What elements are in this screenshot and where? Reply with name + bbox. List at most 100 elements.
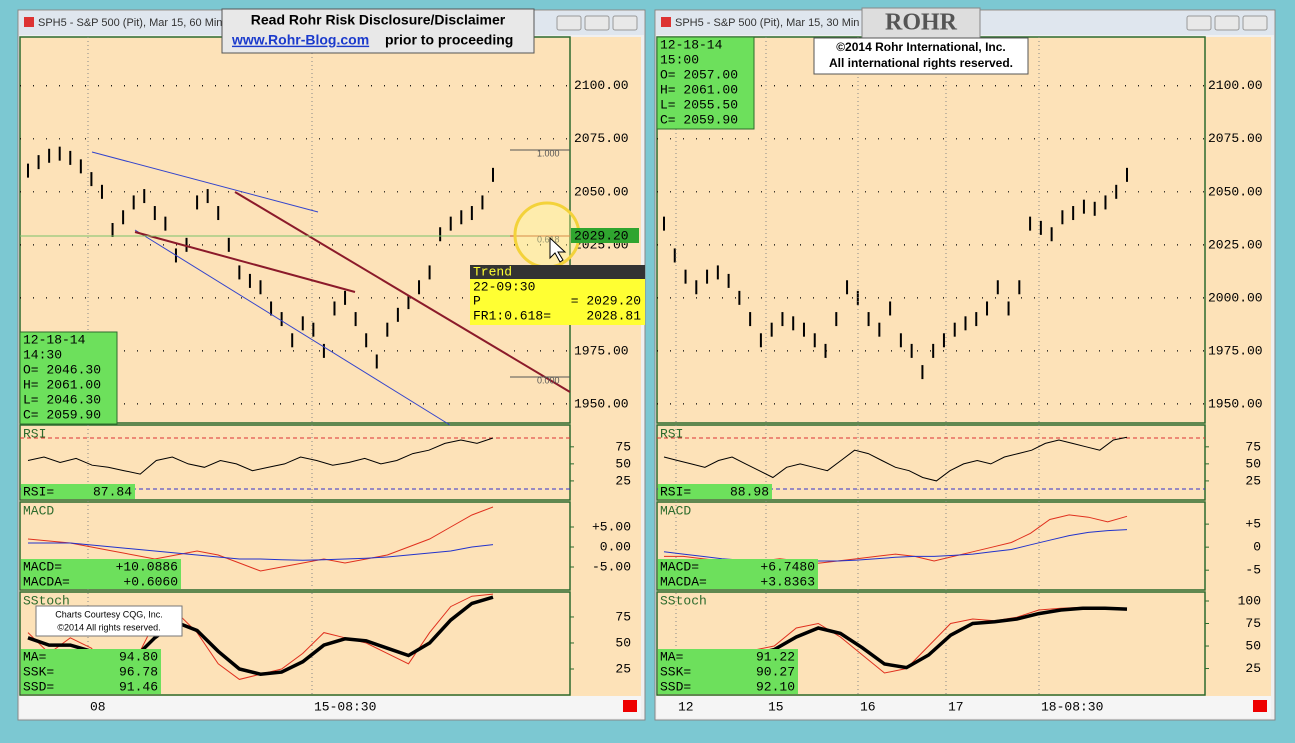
readout-box [658, 559, 818, 589]
panel-name: SStoch [23, 593, 70, 608]
window-close-button[interactable] [1242, 15, 1268, 31]
panel-border [656, 424, 1206, 501]
price-bar [196, 195, 199, 210]
price-bar [1050, 227, 1053, 242]
y-tick-label: 1950.00 [574, 396, 629, 411]
price-bar [899, 333, 902, 348]
info-line: O= 2057.00 [660, 67, 738, 82]
readout-label: RSI= [23, 484, 54, 499]
window-close-button[interactable] [612, 15, 638, 31]
chart-area [657, 37, 1271, 696]
price-bar [122, 210, 125, 225]
readout-value: +6.7480 [760, 559, 815, 574]
info-line: 15:00 [660, 52, 699, 67]
price-bar [738, 290, 741, 305]
y-tick-label: 25 [1245, 473, 1261, 488]
indicator-line [663, 436, 1128, 482]
price-bar [111, 223, 114, 237]
readout-value: 90.27 [756, 664, 795, 679]
price-bar [227, 237, 230, 252]
price-bar [460, 210, 463, 225]
price-bar [878, 322, 881, 337]
y-tick-label: 50 [1245, 638, 1261, 653]
cursor-highlight [513, 201, 581, 269]
y-tick-label: 2100.00 [1208, 78, 1263, 93]
cursor [549, 236, 567, 263]
x-tick-label: 17 [948, 699, 964, 714]
logo: ROHR [885, 10, 958, 36]
window-max-button[interactable] [1214, 15, 1240, 31]
readout-value: 91.46 [119, 679, 158, 694]
tooltip-value: 2028.81 [586, 308, 641, 323]
price-bar [932, 343, 935, 358]
window-min-button[interactable] [556, 15, 582, 31]
info-box [656, 36, 755, 130]
copyright-line: ©2014 Rohr International, Inc. [836, 40, 1006, 54]
panel-border [19, 501, 571, 591]
readout-value: 92.10 [756, 679, 795, 694]
price-bar [206, 189, 209, 204]
panel-name: MACD [660, 503, 691, 518]
window-min-button[interactable] [1186, 15, 1212, 31]
y-tick-label: +5.00 [592, 519, 631, 534]
scroll-arrow[interactable] [623, 700, 637, 712]
panel-border [19, 424, 571, 501]
indicator-line [28, 542, 494, 561]
y-tick-label: 25 [615, 473, 631, 488]
price-bar [375, 354, 378, 369]
y-tick-label: 25 [1245, 661, 1261, 676]
tooltip-label: FR1:0.618= [473, 308, 551, 323]
trend-line [91, 151, 319, 213]
info-line: 12-18-14 [23, 332, 86, 347]
x-axis-bar [20, 696, 641, 718]
info-line: L= 2055.50 [660, 97, 738, 112]
price-bar [889, 301, 892, 316]
scroll-arrow[interactable] [1253, 700, 1267, 712]
disclaimer-line: prior to proceeding [385, 32, 513, 48]
price-bar [921, 365, 924, 380]
price-bar [749, 312, 752, 327]
disclaimer-link[interactable]: www.Rohr-Blog.com [231, 32, 369, 48]
readout-label: MA= [660, 649, 684, 664]
price-bar [770, 322, 773, 337]
price-bar [291, 333, 294, 348]
info-line: O= 2046.30 [23, 362, 101, 377]
price-bar [312, 322, 315, 337]
info-line: H= 2061.00 [660, 82, 738, 97]
price-bar [492, 167, 494, 182]
readout-value: +3.8363 [760, 574, 815, 589]
info-box [19, 331, 118, 425]
readout-value: 87.84 [93, 484, 132, 499]
y-tick-label: 2050.00 [574, 184, 629, 199]
window-icon [661, 17, 671, 27]
price-bar [684, 269, 687, 284]
price-tag-text: 2029.20 [574, 228, 629, 243]
price-bar [1115, 184, 1118, 199]
window-title: SPH5 - S&P 500 (Pit), Mar 15, 60 Min [38, 17, 222, 29]
window-max-button[interactable] [584, 15, 610, 31]
price-bar [143, 189, 146, 204]
price-bar [673, 248, 676, 263]
x-tick-label: 15-08:30 [314, 699, 376, 714]
readout-value: 94.80 [119, 649, 158, 664]
price-bar [439, 227, 442, 242]
price-bar [449, 216, 452, 231]
price-bar [824, 343, 827, 358]
readout-label: MACDA= [23, 574, 70, 589]
x-axis-bar [657, 696, 1271, 718]
fib-label: 0.618 [537, 234, 560, 244]
indicator-line [27, 437, 494, 475]
price-bar [164, 216, 167, 231]
panel-name: MACD [23, 503, 54, 518]
price-bar [90, 172, 93, 187]
fib-label: 1.000 [537, 148, 560, 158]
tooltip-time: 22-09:30 [473, 279, 535, 294]
y-tick-label: 100 [1238, 593, 1261, 608]
readout-box [21, 559, 181, 589]
readout-value: +10.0886 [116, 559, 178, 574]
y-tick-label: 2100.00 [574, 78, 629, 93]
price-bar [1082, 199, 1085, 214]
copyright-line: All international rights reserved. [829, 56, 1013, 70]
panel-border [656, 501, 1206, 591]
readout-label: SSD= [660, 679, 691, 694]
